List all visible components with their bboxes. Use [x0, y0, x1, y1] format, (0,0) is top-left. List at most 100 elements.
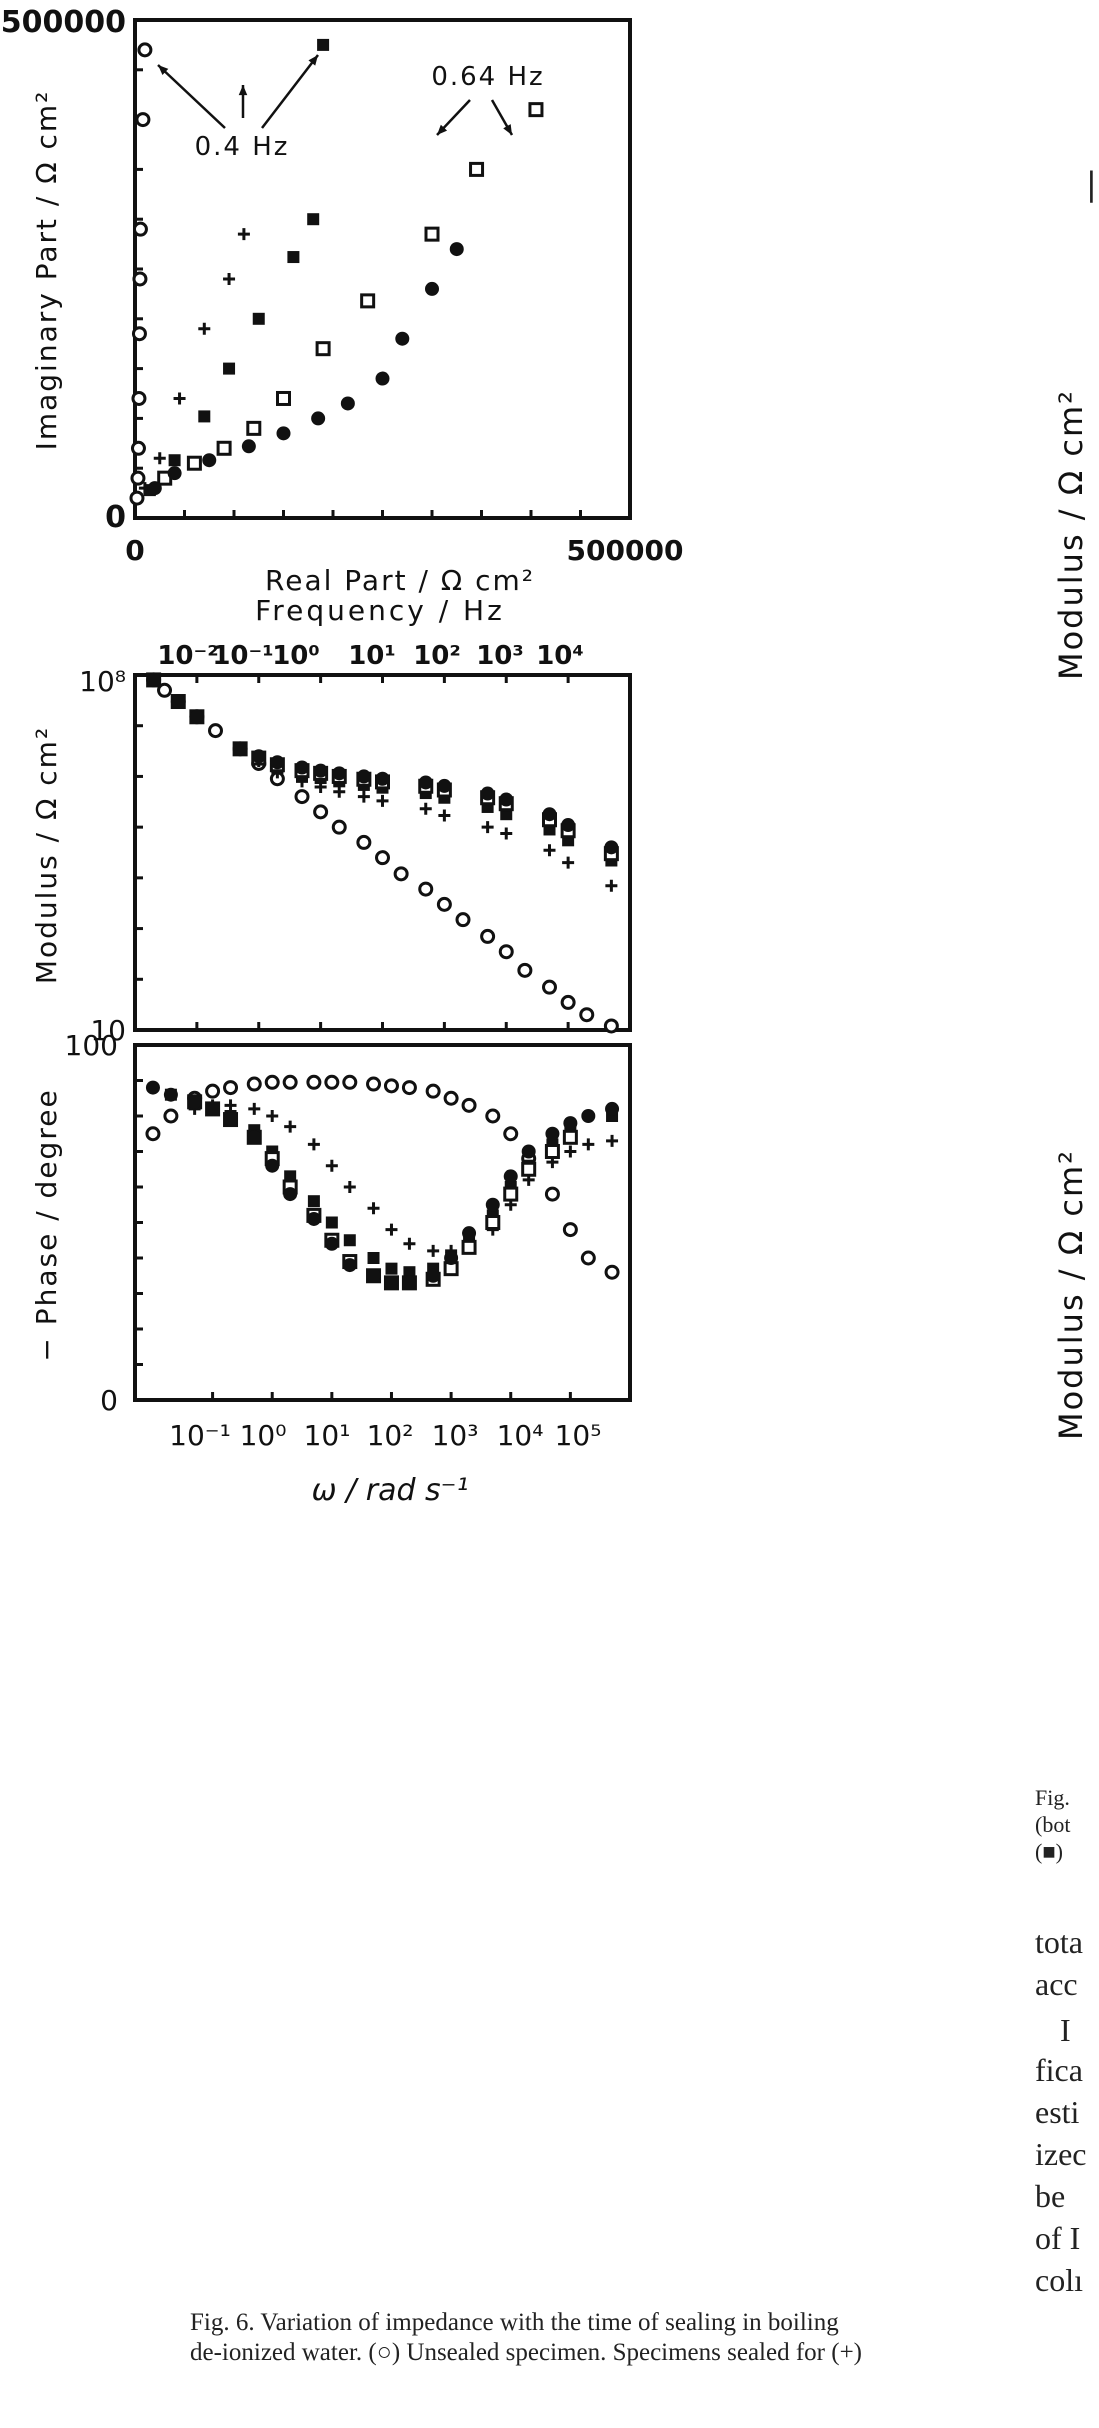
phase-point-open-circle: [223, 1080, 239, 1096]
phase-point-open-circle: [461, 1097, 477, 1113]
nyquist-y-axis-label: Imaginary Part / Ω cm²: [30, 90, 63, 451]
modulus-y-tick-label: 10⁸: [79, 665, 126, 698]
modulus-point-filled-circle: [499, 792, 514, 807]
phase-point-filled-circle: [384, 1275, 399, 1290]
modulus-point-plus: [333, 785, 346, 798]
nyquist-point-filled-square: [307, 213, 320, 226]
nyquist-point-open-circle: [131, 326, 147, 342]
phase-point-open-circle: [485, 1108, 501, 1124]
frequency-tick-label: 10²: [413, 641, 461, 671]
nyquist-point-open-square: [424, 226, 440, 242]
phase-point-filled-circle: [402, 1275, 417, 1290]
modulus-point-plus: [500, 827, 513, 840]
frequency-tick-label: 10¹: [348, 641, 396, 671]
phase-point-plus: [307, 1138, 320, 1151]
nyquist-point-open-circle: [137, 42, 153, 58]
annotation-arrowhead: [238, 85, 248, 96]
phase-point-open-circle: [443, 1090, 459, 1106]
annotation-arrowhead: [158, 65, 169, 76]
side-text-fragment-5: esti: [1035, 2094, 1080, 2130]
nyquist-point-open-square: [315, 341, 331, 357]
modulus-point-open-circle: [541, 979, 557, 995]
phase-point-open-circle: [324, 1074, 340, 1090]
modulus-point-plus: [419, 802, 432, 815]
modulus-point-filled-square: [500, 808, 513, 821]
nyquist-x-axis-label: Real Part / Ω cm²: [265, 564, 535, 597]
modulus-point-open-circle: [331, 819, 347, 835]
modulus-point-filled-circle: [375, 771, 390, 786]
phase-x-tick-label: 10⁴: [497, 1419, 544, 1452]
nyquist-point-open-square: [186, 455, 202, 471]
modulus-point-filled-circle: [418, 775, 433, 790]
phase-point-plus: [582, 1138, 595, 1151]
phase-point-filled-circle: [145, 1080, 160, 1095]
phase-point-filled-circle: [521, 1144, 536, 1159]
nyquist-point-open-square: [276, 390, 291, 406]
phase-chart: 0 100− Phase / degree 10⁻¹ 10⁰ 10¹ 10² 10³ 10⁴ 1…: [30, 1029, 632, 1508]
phase-point-filled-circle: [324, 1236, 339, 1251]
side-dash: |: [1086, 165, 1097, 203]
phase-point-open-circle: [246, 1076, 262, 1092]
frequency-tick-label: 10⁻¹: [212, 641, 273, 671]
nyquist-point-open-square: [246, 420, 262, 436]
phase-point-open-circle: [562, 1222, 578, 1238]
modulus-point-open-circle: [393, 866, 409, 882]
frequency-tick-label: 10³: [476, 641, 524, 671]
phase-point-open-circle: [282, 1074, 298, 1090]
nyquist-point-filled-square: [223, 362, 236, 375]
phase-point-plus: [564, 1145, 577, 1158]
side-text-fragment-7: be: [1035, 2178, 1066, 2214]
nyquist-point-open-circle: [130, 470, 146, 486]
modulus-point-open-circle: [455, 912, 471, 928]
modulus-point-open-circle: [517, 962, 533, 978]
modulus-point-filled-circle: [189, 709, 204, 724]
modulus-point-filled-circle: [294, 760, 309, 775]
modulus-point-open-circle: [498, 944, 514, 960]
phase-point-filled-circle: [283, 1187, 298, 1202]
nyquist-plot-frame: [133, 18, 632, 520]
phase-point-open-circle: [264, 1074, 280, 1090]
phase-point-filled-circle: [563, 1116, 578, 1131]
modulus-point-plus: [562, 856, 575, 869]
modulus-point-open-circle: [436, 896, 452, 912]
modulus-point-open-circle: [603, 1018, 619, 1034]
nyquist-point-filled-square: [317, 38, 330, 51]
side-modulus-label-1: Modulus / Ω cm²: [1052, 389, 1090, 680]
phase-x-tick-label: 10⁰: [240, 1419, 287, 1452]
phase-point-filled-circle: [503, 1169, 518, 1184]
phase-y-tick-label: 100: [65, 1029, 118, 1062]
phase-point-open-square: [521, 1161, 537, 1177]
side-text-fragment-9: colı: [1035, 2262, 1083, 2298]
annotation-0-64hz: 0.64 Hz: [431, 62, 544, 92]
phase-point-plus: [248, 1102, 261, 1115]
modulus-y-axis-label: Modulus / Ω cm²: [30, 726, 63, 984]
phase-x-tick-label: 10²: [367, 1419, 414, 1452]
phase-point-filled-circle: [265, 1158, 280, 1173]
modulus-y-tick-label: 10: [90, 1014, 126, 1047]
nyquist-y-tick-label: -500000: [0, 5, 126, 40]
side-fig-fragment-1: Fig.: [1035, 1785, 1070, 1810]
side-text-fragment-1: tota: [1035, 1924, 1083, 1960]
phase-point-open-circle: [383, 1078, 399, 1094]
annotation-arrowhead: [308, 55, 318, 66]
modulus-point-filled-circle: [251, 749, 266, 764]
modulus-point-filled-circle: [437, 778, 452, 793]
nyquist-point-open-circle: [130, 440, 146, 456]
modulus-point-open-circle: [294, 789, 310, 805]
phase-point-filled-circle: [485, 1197, 500, 1212]
phase-point-filled-square: [284, 1170, 297, 1183]
phase-point-filled-circle: [366, 1268, 381, 1283]
phase-point-filled-square: [367, 1252, 380, 1264]
phase-y-tick-label: 0: [100, 1384, 118, 1417]
annotation-arrowhead: [437, 124, 448, 135]
phase-point-filled-circle: [426, 1268, 441, 1283]
phase-point-filled-circle: [545, 1126, 560, 1141]
frequency-axis-label: Frequency / Hz: [255, 594, 505, 627]
phase-y-axis-label: − Phase / degree: [30, 1088, 63, 1361]
phase-point-plus: [284, 1120, 297, 1133]
phase-point-filled-square: [403, 1266, 416, 1279]
modulus-point-open-circle: [579, 1007, 595, 1023]
modulus-point-open-circle: [418, 881, 434, 897]
nyquist-point-open-circle: [129, 490, 145, 506]
phase-point-open-circle: [163, 1108, 179, 1124]
